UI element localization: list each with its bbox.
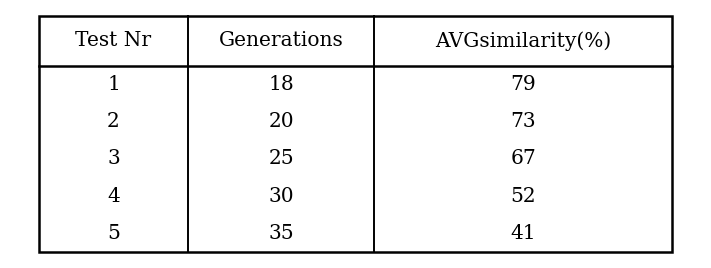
Text: 18: 18 bbox=[268, 75, 294, 94]
Text: 5: 5 bbox=[107, 224, 120, 243]
Text: Test Nr: Test Nr bbox=[75, 31, 151, 50]
Text: 20: 20 bbox=[268, 112, 294, 131]
Text: 52: 52 bbox=[510, 187, 536, 206]
Text: 67: 67 bbox=[510, 149, 536, 168]
Text: 30: 30 bbox=[268, 187, 294, 206]
Bar bbox=[39, 16, 672, 252]
Text: 4: 4 bbox=[107, 187, 120, 206]
Text: AVGsimilarity(%): AVGsimilarity(%) bbox=[435, 31, 611, 51]
Text: 79: 79 bbox=[510, 75, 536, 94]
Text: 3: 3 bbox=[107, 149, 120, 168]
Text: 25: 25 bbox=[268, 149, 294, 168]
Text: Generations: Generations bbox=[219, 31, 343, 50]
Text: 1: 1 bbox=[107, 75, 120, 94]
Text: 35: 35 bbox=[268, 224, 294, 243]
Text: 73: 73 bbox=[510, 112, 536, 131]
Text: 41: 41 bbox=[510, 224, 536, 243]
Text: 2: 2 bbox=[107, 112, 120, 131]
